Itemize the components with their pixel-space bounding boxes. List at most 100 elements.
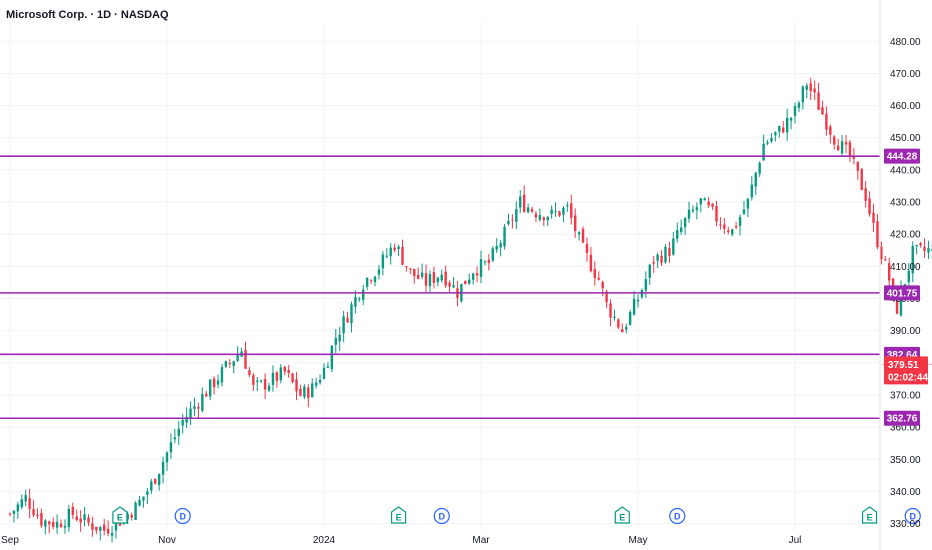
y-tick-label: 370.00 (890, 390, 921, 401)
candle-body (346, 317, 349, 323)
candle-body (852, 156, 856, 159)
candle-body (793, 106, 797, 116)
candle-body (479, 259, 483, 277)
candle-body (248, 370, 251, 376)
candle-body (334, 338, 337, 345)
level-badge-label: 382.64 (887, 350, 918, 361)
dividend-marker: D (433, 507, 450, 525)
candle-body (554, 211, 557, 213)
candle-body (907, 270, 911, 283)
x-tick-label: 2024 (313, 535, 336, 546)
candle-body (193, 406, 196, 409)
dividend-marker-label: D (439, 511, 446, 521)
candle-body (758, 163, 761, 174)
dividend-marker-label: D (910, 511, 917, 521)
y-tick-label: 410.00 (890, 262, 921, 273)
candle-body (558, 211, 561, 216)
candle-body (299, 388, 302, 396)
level-badge-label: 444.28 (887, 152, 918, 163)
candle-body (809, 83, 812, 91)
candle-body (452, 285, 455, 288)
candle-body (519, 196, 522, 208)
candle-body (173, 437, 177, 440)
earnings-marker: E (614, 506, 630, 524)
candle-body (711, 203, 714, 207)
candle-body (189, 408, 192, 418)
candle-body (691, 209, 695, 212)
candle-body (389, 247, 392, 257)
candle-body (813, 88, 816, 93)
level-badge (884, 148, 920, 164)
candle-body (632, 298, 636, 315)
candle-body (342, 316, 345, 334)
candle-body (106, 528, 110, 534)
candle-body (338, 334, 341, 342)
candle-body (377, 269, 381, 275)
candle-body (577, 232, 581, 235)
candle-body (774, 132, 777, 136)
candle-body (369, 280, 373, 282)
candle-body (12, 510, 16, 515)
y-tick-label: 450.00 (890, 133, 921, 144)
candle-body (165, 452, 169, 463)
candle-body (570, 203, 573, 218)
candle-body (444, 271, 447, 286)
chart-title: Microsoft Corp. · 1D · NASDAQ (6, 9, 169, 21)
candle-body (393, 247, 396, 251)
dividend-marker: D (174, 507, 191, 525)
level-badge (884, 285, 920, 301)
candle-body (566, 205, 569, 207)
candle-body (766, 142, 769, 144)
candle-body (358, 298, 361, 300)
candle-layer (8, 77, 932, 543)
candle-body (522, 194, 526, 212)
x-tick-label: Mar (472, 535, 490, 546)
candle-body (868, 198, 871, 215)
current-price-badge (884, 356, 928, 385)
candle-body (413, 268, 416, 277)
candle-body (420, 272, 424, 277)
candle-body (672, 238, 675, 255)
earnings-marker-shape (390, 506, 407, 524)
candle-body (613, 316, 616, 318)
candle-body (821, 107, 824, 115)
candle-body (911, 246, 914, 274)
candle-body (789, 117, 793, 121)
candle-body (263, 379, 267, 390)
candle-body (746, 198, 750, 209)
candle-body (373, 276, 377, 283)
candle-body (59, 523, 63, 528)
level-badge (884, 410, 920, 426)
candle-body (91, 523, 94, 530)
candle-body (664, 246, 667, 263)
candle-body (185, 416, 188, 423)
candle-body (365, 277, 369, 287)
candle-body (636, 299, 640, 302)
grid-layer (0, 22, 880, 530)
level-badge-label: 401.75 (887, 288, 918, 299)
candle-body (597, 277, 600, 280)
candle-body (679, 227, 683, 233)
candle-body (279, 367, 283, 381)
candle-body (181, 419, 184, 426)
candle-body (146, 491, 149, 496)
candle-body (51, 521, 55, 527)
candle-body (644, 279, 648, 291)
candle-body (628, 312, 632, 325)
candle-body (244, 350, 247, 369)
candle-body (836, 145, 840, 151)
candle-body (734, 226, 738, 228)
candle-body (625, 327, 628, 330)
candle-body (83, 514, 86, 521)
candle-body (114, 520, 118, 531)
candle-body (503, 226, 506, 247)
candle-body (919, 243, 922, 246)
countdown-label: 02:02:44 (888, 372, 928, 383)
candle-body (695, 207, 699, 211)
candle-body (738, 216, 742, 226)
candle-body (126, 514, 129, 520)
candle-body (138, 499, 141, 506)
candle-body (617, 319, 620, 328)
candle-body (142, 496, 145, 501)
